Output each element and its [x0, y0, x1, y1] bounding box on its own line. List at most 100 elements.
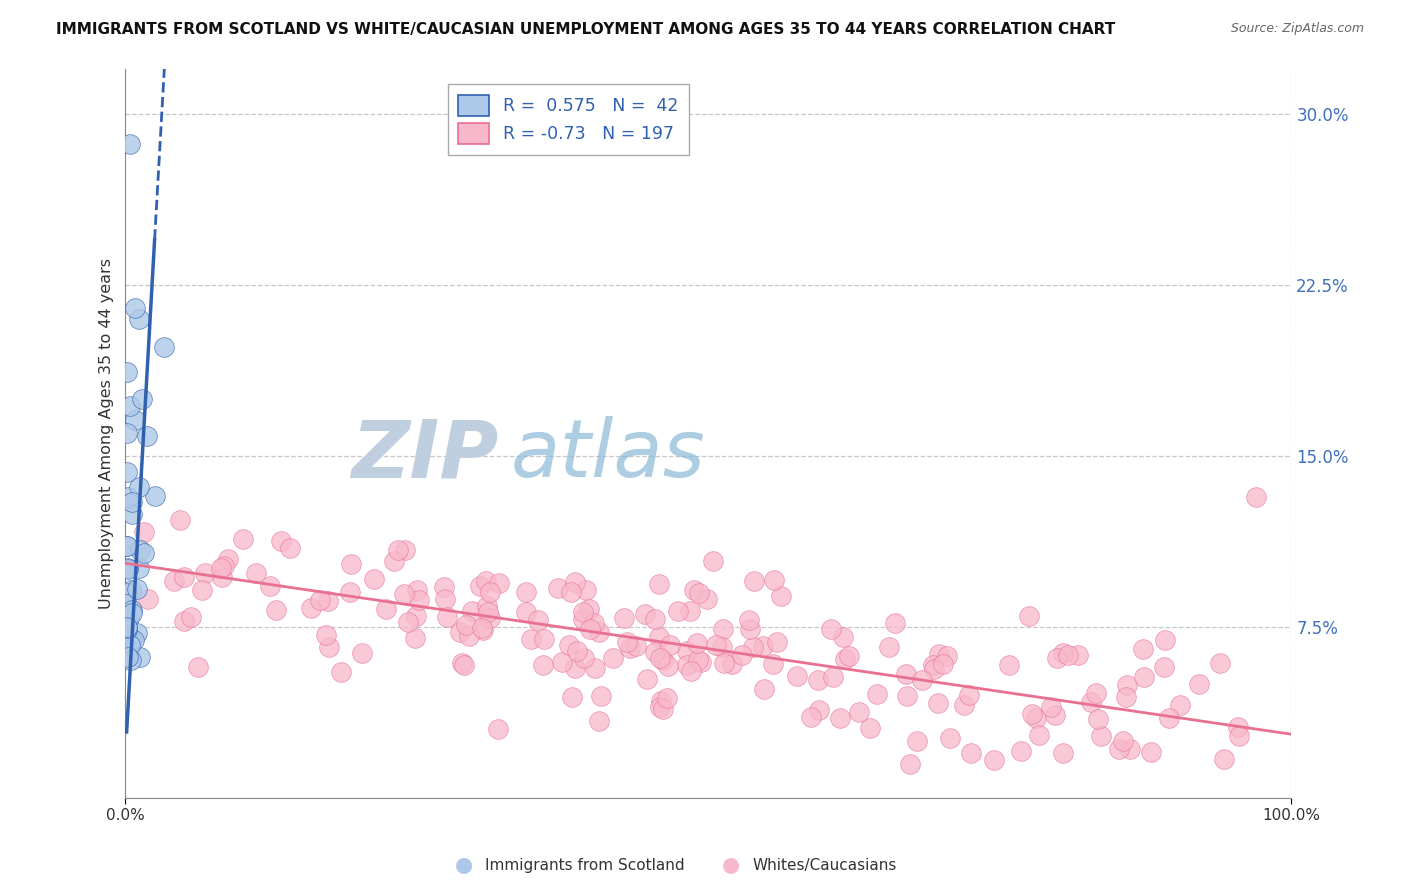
Point — [1025, 711, 1047, 725]
Point — [766, 634, 789, 648]
Point — [751, 639, 773, 653]
Point — [299, 600, 322, 615]
Point — [998, 657, 1021, 672]
Point — [309, 592, 332, 607]
Point — [731, 648, 754, 662]
Point — [572, 650, 595, 665]
Point — [921, 657, 943, 672]
Point — [820, 623, 842, 637]
Point — [217, 551, 239, 566]
Point — [1045, 707, 1067, 722]
Point — [115, 586, 138, 600]
Point — [526, 613, 548, 627]
Point — [122, 633, 145, 648]
Point — [117, 647, 139, 661]
Point — [115, 540, 138, 554]
Point — [115, 628, 138, 642]
Point — [134, 546, 156, 560]
Point — [675, 658, 697, 673]
Point — [1028, 728, 1050, 742]
Text: ●: ● — [456, 855, 472, 875]
Point — [650, 694, 672, 708]
Point — [264, 603, 287, 617]
Point — [405, 632, 427, 646]
Point — [474, 574, 496, 588]
Point — [209, 561, 232, 575]
Point — [117, 365, 139, 379]
Point — [884, 615, 907, 630]
Point — [675, 644, 697, 658]
Point — [877, 640, 900, 654]
Point — [1052, 746, 1074, 760]
Point — [115, 621, 138, 635]
Point — [807, 673, 830, 688]
Point — [561, 690, 583, 704]
Point — [318, 640, 340, 655]
Point — [118, 639, 141, 653]
Text: atlas: atlas — [510, 417, 704, 494]
Point — [1046, 651, 1069, 665]
Point — [454, 617, 477, 632]
Point — [896, 666, 918, 681]
Point — [352, 646, 374, 660]
Point — [1108, 742, 1130, 756]
Point — [613, 611, 636, 625]
Point — [121, 494, 143, 508]
Point — [405, 609, 427, 624]
Point — [681, 664, 703, 678]
Point — [579, 622, 602, 636]
Point — [477, 605, 499, 619]
Point — [583, 661, 606, 675]
Point — [117, 490, 139, 504]
Point — [588, 714, 610, 728]
Point — [710, 640, 733, 655]
Point — [931, 657, 953, 672]
Point — [470, 621, 492, 635]
Point — [696, 591, 718, 606]
Point — [808, 703, 831, 717]
Point — [983, 753, 1005, 767]
Point — [648, 577, 671, 591]
Point — [738, 623, 761, 637]
Point — [591, 690, 613, 704]
Y-axis label: Unemployment Among Ages 35 to 44 years: Unemployment Among Ages 35 to 44 years — [100, 258, 114, 609]
Point — [115, 623, 138, 637]
Point — [1153, 660, 1175, 674]
Point — [451, 656, 474, 670]
Point — [152, 340, 174, 354]
Point — [232, 532, 254, 546]
Point — [396, 615, 419, 629]
Point — [120, 582, 142, 597]
Point — [666, 604, 689, 618]
Point — [742, 640, 765, 655]
Point — [786, 669, 808, 683]
Point — [115, 465, 138, 479]
Point — [952, 698, 974, 713]
Point — [1115, 678, 1137, 692]
Point — [927, 696, 949, 710]
Point — [436, 610, 458, 624]
Point — [578, 602, 600, 616]
Point — [1039, 699, 1062, 714]
Point — [468, 579, 491, 593]
Point — [340, 557, 363, 571]
Point — [713, 657, 735, 671]
Point — [120, 136, 142, 151]
Point — [449, 624, 471, 639]
Point — [1018, 608, 1040, 623]
Point — [1159, 711, 1181, 725]
Point — [460, 604, 482, 618]
Point — [1140, 745, 1163, 759]
Point — [905, 734, 928, 748]
Point — [169, 513, 191, 527]
Point — [575, 582, 598, 597]
Point — [128, 480, 150, 494]
Point — [898, 756, 921, 771]
Point — [173, 614, 195, 628]
Point — [270, 534, 292, 549]
Point — [859, 721, 882, 735]
Point — [1168, 698, 1191, 712]
Point — [457, 629, 479, 643]
Point — [657, 691, 679, 706]
Point — [434, 592, 457, 607]
